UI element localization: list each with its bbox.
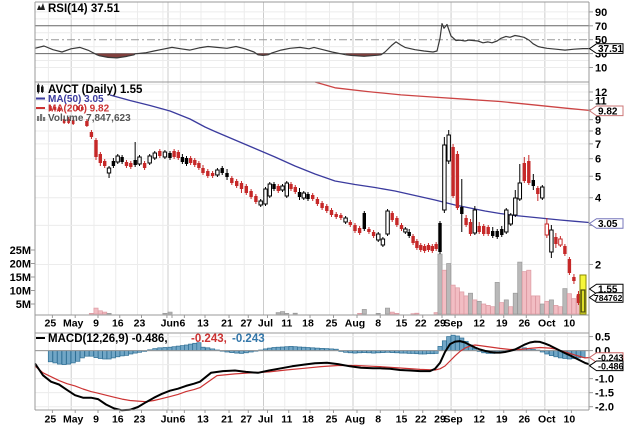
svg-text:21: 21 <box>221 414 233 426</box>
svg-text:4: 4 <box>595 193 602 205</box>
svg-text:10: 10 <box>564 414 576 426</box>
svg-text:-0.243: -0.243 <box>232 333 265 345</box>
svg-text:23: 23 <box>134 414 146 426</box>
svg-text:18: 18 <box>302 414 314 426</box>
svg-text:19: 19 <box>496 414 508 426</box>
svg-text:26: 26 <box>518 318 530 330</box>
svg-text:10: 10 <box>564 318 576 330</box>
svg-text:25M: 25M <box>10 245 31 257</box>
svg-text:26: 26 <box>518 414 530 426</box>
svg-text:13: 13 <box>197 414 209 426</box>
svg-text:12: 12 <box>473 318 485 330</box>
svg-text:-0.486: -0.486 <box>598 361 624 371</box>
svg-text:16: 16 <box>112 414 124 426</box>
svg-text:-0.243,: -0.243, <box>191 333 227 345</box>
svg-text:May: May <box>63 318 84 330</box>
svg-text:19: 19 <box>496 318 508 330</box>
svg-text:Oct: Oct <box>538 414 556 426</box>
svg-text:21: 21 <box>221 318 233 330</box>
svg-text:8: 8 <box>375 318 381 330</box>
svg-text:20M: 20M <box>10 259 31 271</box>
svg-text:23: 23 <box>134 318 146 330</box>
svg-text:Aug: Aug <box>345 414 365 426</box>
svg-text:25: 25 <box>45 318 57 330</box>
svg-text:11: 11 <box>281 414 292 426</box>
svg-text:-1.5: -1.5 <box>595 388 614 400</box>
svg-text:Jul: Jul <box>258 318 273 330</box>
svg-text:Jul: Jul <box>258 414 273 426</box>
svg-text:6: 6 <box>179 414 185 426</box>
svg-text:Jun: Jun <box>161 414 180 426</box>
svg-text:784762: 784762 <box>594 293 623 303</box>
svg-text:11: 11 <box>281 318 292 330</box>
svg-text:Sep: Sep <box>443 414 462 426</box>
svg-text:22: 22 <box>415 414 427 426</box>
svg-text:0.5: 0.5 <box>595 332 610 344</box>
svg-text:15: 15 <box>396 414 408 426</box>
svg-text:2: 2 <box>595 260 601 272</box>
svg-text:-1.0: -1.0 <box>595 374 614 386</box>
svg-text:70: 70 <box>595 21 607 33</box>
svg-text:3.05: 3.05 <box>598 219 618 230</box>
svg-text:25: 25 <box>326 318 338 330</box>
svg-text:25: 25 <box>45 414 57 426</box>
svg-text:27: 27 <box>240 318 252 330</box>
svg-text:6: 6 <box>595 154 601 166</box>
svg-text:12: 12 <box>473 414 485 426</box>
svg-text:37.51: 37.51 <box>598 44 623 55</box>
svg-text:9: 9 <box>93 318 99 330</box>
svg-text:15: 15 <box>396 318 408 330</box>
svg-text:8: 8 <box>375 414 381 426</box>
svg-text:9: 9 <box>93 414 99 426</box>
svg-text:25: 25 <box>326 414 338 426</box>
svg-text:6: 6 <box>179 318 185 330</box>
svg-text:10M: 10M <box>10 286 31 298</box>
svg-text:5: 5 <box>595 171 601 183</box>
svg-text:RSI(14) 37.51: RSI(14) 37.51 <box>48 3 120 15</box>
svg-text:May: May <box>63 414 84 426</box>
svg-text:8: 8 <box>595 126 601 138</box>
svg-text:22: 22 <box>415 318 427 330</box>
svg-text:Oct: Oct <box>538 318 556 330</box>
svg-text:-2.0: -2.0 <box>595 402 614 414</box>
svg-text:Jun: Jun <box>161 318 180 330</box>
svg-text:7: 7 <box>595 139 601 151</box>
svg-text:5M: 5M <box>16 299 31 311</box>
svg-text:13: 13 <box>197 318 209 330</box>
svg-text:9.82: 9.82 <box>598 106 618 117</box>
svg-text:10: 10 <box>595 63 607 75</box>
svg-text:Sep: Sep <box>443 318 462 330</box>
svg-text:Aug: Aug <box>345 318 365 330</box>
svg-text:16: 16 <box>112 318 124 330</box>
svg-text:15M: 15M <box>10 272 31 284</box>
svg-text:MACD(12,26,9) -0.486,: MACD(12,26,9) -0.486, <box>48 333 168 345</box>
svg-text:Volume 7,847,623: Volume 7,847,623 <box>48 113 131 124</box>
svg-text:27: 27 <box>240 414 252 426</box>
svg-text:90: 90 <box>595 7 607 19</box>
svg-text:18: 18 <box>302 318 314 330</box>
